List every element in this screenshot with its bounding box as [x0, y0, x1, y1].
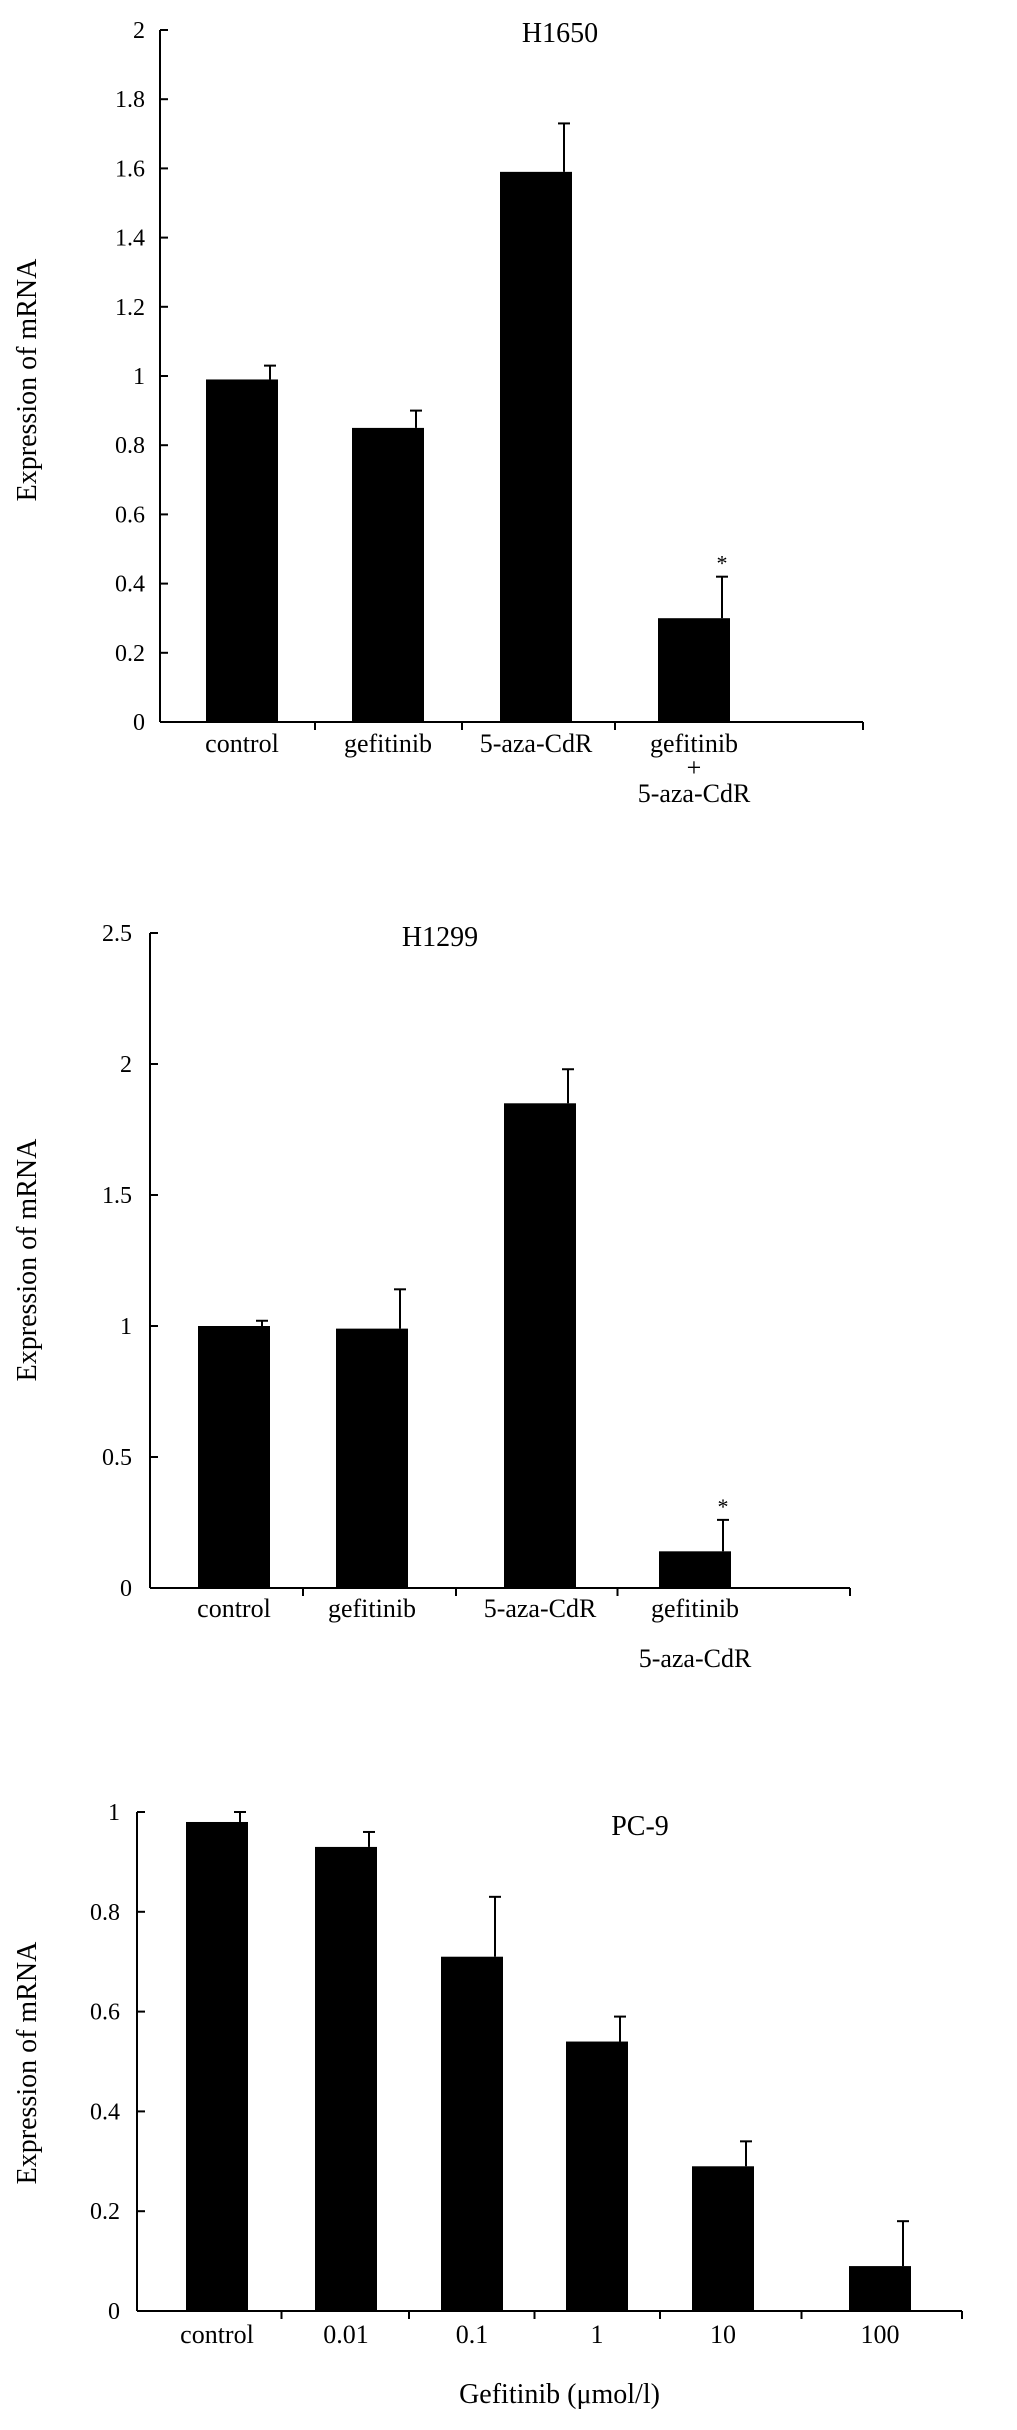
bar-5 — [849, 2266, 911, 2311]
bar-2 — [504, 1103, 576, 1588]
x-tick-label: 0.1 — [456, 2320, 489, 2349]
combination-plus: + — [687, 753, 702, 782]
x-tick-label-line2: 5-aza-CdR — [639, 1644, 752, 1673]
significance-marker: * — [717, 551, 728, 576]
y-tick-label: 0.8 — [90, 1900, 120, 1926]
bar-0 — [198, 1326, 270, 1588]
y-tick-label: 0 — [120, 1576, 132, 1602]
bar-3 — [566, 2041, 628, 2311]
bar-0 — [186, 1821, 248, 2311]
y-axis-label: Expression of mRNA — [12, 258, 43, 501]
chart-panel-pc-9: 0 0.2 0.4 0.6 0.8 1 control 0.01 0.1 1 10 100 PC-9 Ex… — [12, 1800, 963, 2410]
y-axis-label: Expression of mRNA — [12, 1941, 43, 2184]
bar-3 — [658, 618, 730, 722]
x-tick-label: 100 — [861, 2320, 900, 2349]
y-tick-label: 1.8 — [115, 87, 145, 113]
x-tick-label: 0.01 — [323, 2320, 369, 2349]
bar-4 — [692, 2166, 754, 2311]
bar-1 — [352, 427, 424, 722]
x-axis-label: Gefitinib (μmol/l) — [459, 2379, 660, 2410]
x-tick-label-line2: 5-aza-CdR — [638, 779, 751, 808]
y-tick-label: 1.6 — [115, 156, 145, 182]
y-tick-label: 0.4 — [90, 2099, 120, 2125]
y-tick-label: 1.5 — [102, 1183, 132, 1209]
x-tick-label: gefitinib — [344, 729, 432, 758]
x-tick-label: 1 — [591, 2320, 604, 2349]
y-tick-label: 0.2 — [90, 2199, 120, 2225]
y-tick-label: 1 — [133, 364, 145, 390]
chart-panel-h1299: 0 0.5 1 1.5 2 2.5 * control gefitinib 5-aza-CdR ge… — [12, 921, 851, 1673]
x-tick-label: 5-aza-CdR — [480, 729, 593, 758]
chart-title: PC-9 — [611, 1811, 669, 1842]
y-tick-label: 0.4 — [115, 572, 145, 598]
x-tick-label: control — [197, 1594, 271, 1623]
bar-1 — [315, 1846, 377, 2311]
chart-title: H1299 — [402, 922, 478, 953]
x-tick-label: gefitinib — [650, 729, 738, 758]
y-axis-label: Expression of mRNA — [12, 1138, 43, 1381]
y-tick-label: 2 — [120, 1052, 132, 1078]
y-tick-label: 0.2 — [115, 641, 145, 667]
y-tick-label: 0.6 — [115, 502, 145, 528]
y-tick-label: 1 — [120, 1314, 132, 1340]
bar-2 — [500, 171, 572, 723]
y-tick-label: 1 — [108, 1800, 120, 1826]
y-tick-label: 0.6 — [90, 2000, 120, 2026]
y-tick-label: 0 — [133, 710, 145, 736]
bar-0 — [206, 379, 278, 722]
y-tick-label: 0.8 — [115, 433, 145, 459]
x-tick-label: control — [205, 729, 279, 758]
y-tick-label: 1.2 — [115, 295, 145, 321]
bar-3 — [659, 1551, 731, 1588]
x-tick-label: control — [180, 2320, 254, 2349]
bar-2 — [441, 1956, 503, 2311]
x-tick-label: 5-aza-CdR — [484, 1594, 597, 1623]
chart-panel-h1650: 0 0.2 0.4 0.6 0.8 1 1.2 1.4 1.6 1.8 2 * control gefit… — [12, 18, 864, 808]
chart-title: H1650 — [522, 18, 598, 49]
y-tick-label: 0 — [108, 2299, 120, 2325]
y-tick-label: 2.5 — [102, 921, 132, 947]
bar-1 — [336, 1328, 408, 1588]
y-tick-label: 2 — [133, 18, 145, 44]
x-tick-label: gefitinib — [651, 1594, 739, 1623]
x-tick-label: 10 — [710, 2320, 736, 2349]
x-tick-label: gefitinib — [328, 1594, 416, 1623]
y-tick-label: 1.4 — [115, 226, 145, 252]
significance-marker: * — [718, 1494, 729, 1519]
y-tick-label: 0.5 — [102, 1445, 132, 1471]
